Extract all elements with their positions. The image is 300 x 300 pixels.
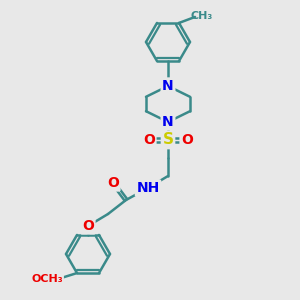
Text: O: O bbox=[181, 133, 193, 147]
Text: O: O bbox=[107, 176, 119, 190]
Text: OCH₃: OCH₃ bbox=[31, 274, 63, 284]
Text: O: O bbox=[82, 219, 94, 233]
Text: O: O bbox=[143, 133, 155, 147]
Text: S: S bbox=[163, 133, 173, 148]
Text: N: N bbox=[162, 115, 174, 129]
Text: CH₃: CH₃ bbox=[191, 11, 213, 21]
Text: NH: NH bbox=[136, 181, 160, 195]
Text: N: N bbox=[162, 79, 174, 93]
